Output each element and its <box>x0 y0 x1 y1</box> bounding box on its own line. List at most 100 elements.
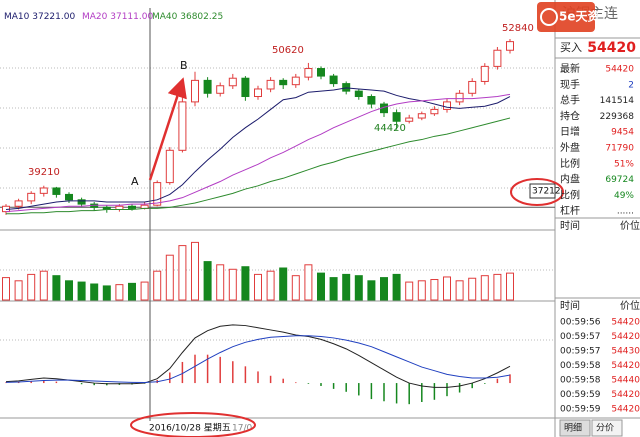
tick-price: 54420 <box>611 332 640 342</box>
candle-body <box>392 112 401 122</box>
macd-line <box>5 324 511 388</box>
candle-body <box>52 187 61 195</box>
volume-bar <box>443 276 451 301</box>
volume-bar <box>254 273 262 301</box>
volume-bar <box>354 275 363 301</box>
candle-body <box>304 68 313 78</box>
bid-value: 54420 <box>587 40 636 56</box>
candle-body <box>14 200 23 207</box>
candle-body <box>65 193 73 201</box>
stat-value: ...... <box>617 207 634 217</box>
stat-label: 内盘 <box>560 173 580 186</box>
candle-body <box>178 101 187 151</box>
volume-bar <box>304 264 313 301</box>
stat-value: 69724 <box>605 175 634 185</box>
volume-bar <box>39 270 48 301</box>
plot <box>0 39 555 405</box>
candle-body <box>203 79 212 94</box>
date-box <box>147 421 229 435</box>
volume-bar <box>417 280 426 301</box>
legend-entry: MA40 36802.25 <box>152 12 223 22</box>
stat-value: 71790 <box>605 144 634 154</box>
cursor-price: 37212 <box>532 187 561 197</box>
candle-body <box>27 192 36 202</box>
tick-price: 54440 <box>611 376 640 386</box>
tick-price: 54420 <box>611 318 640 328</box>
volume-bar <box>392 273 401 301</box>
logo: 5e天资 <box>559 9 600 24</box>
volume-bar <box>77 281 86 301</box>
tick-price: 54430 <box>611 347 640 357</box>
volume-bar <box>266 270 275 301</box>
legend-entry: MA10 37221.00 <box>4 12 75 22</box>
stat-value: 54420 <box>605 65 634 75</box>
legend-entry: MA20 37111.00 <box>82 12 153 22</box>
axis-date: 17/0 <box>232 424 252 434</box>
annotation: A <box>131 175 139 188</box>
candle-body <box>354 90 363 98</box>
stat-value: 2 <box>628 80 634 90</box>
volume-bar <box>228 268 237 301</box>
candle-body <box>39 187 48 194</box>
legend-name: MA20 <box>82 12 108 22</box>
volume-bar <box>128 282 136 301</box>
candle-body <box>317 68 325 77</box>
volume-bar <box>405 281 414 301</box>
volume-bar <box>14 280 23 301</box>
candle-body <box>128 205 136 209</box>
ma-line <box>5 87 511 210</box>
ma-line <box>6 117 511 215</box>
stat-label: 比例 <box>560 188 580 201</box>
volume-bar <box>380 277 388 301</box>
stat-value: 229368 <box>600 112 635 122</box>
tab-label[interactable]: 分价 <box>596 423 614 434</box>
tick-price: 54420 <box>611 390 640 400</box>
tick-time: 00:59:59 <box>560 405 601 415</box>
tab[interactable] <box>591 419 623 437</box>
annotation: 50620 <box>272 45 304 56</box>
tick-time: 00:59:59 <box>560 390 601 400</box>
candle-body <box>430 108 439 115</box>
column-header: 时间 <box>560 299 580 312</box>
candle-body <box>468 80 477 94</box>
volume-bar <box>506 272 514 301</box>
candle-body <box>367 96 376 105</box>
candle-body <box>216 85 225 94</box>
tab-label[interactable]: 明细 <box>564 422 582 434</box>
price-box <box>529 183 556 199</box>
candle-body <box>506 41 514 51</box>
tab[interactable] <box>559 419 591 437</box>
highlight <box>510 178 564 206</box>
bid-label: 买入 <box>560 41 582 54</box>
candle-body <box>228 77 237 87</box>
tick-time: 00:59:58 <box>560 361 601 371</box>
stat-label: 总手 <box>560 94 580 107</box>
candle-body <box>443 101 451 110</box>
stat-label: 比例 <box>560 157 580 170</box>
volume-bar <box>480 275 489 301</box>
volume-bar <box>203 261 212 301</box>
annotation: 52840 <box>502 23 534 34</box>
stat-label: 外盘 <box>560 141 580 154</box>
volume-bar <box>65 280 73 301</box>
volume-bar <box>342 273 351 301</box>
tick-time: 00:59:57 <box>560 332 600 342</box>
tick-price: 54420 <box>611 405 640 415</box>
volume-bar <box>2 277 10 301</box>
volume-bar <box>455 280 464 301</box>
stat-value: 49% <box>614 191 634 201</box>
tick-price: 54420 <box>611 361 640 371</box>
legend-value: 37221.00 <box>32 12 75 22</box>
volume-bar <box>216 264 225 301</box>
volume-bar <box>317 272 325 301</box>
volume-bar <box>279 267 288 301</box>
candle-body <box>342 83 351 92</box>
volume-bar <box>165 254 174 301</box>
stat-value: 51% <box>614 159 634 169</box>
column-header: 时间 <box>560 219 580 232</box>
volume-bar <box>329 277 338 301</box>
legend-value: 36802.25 <box>180 12 223 22</box>
